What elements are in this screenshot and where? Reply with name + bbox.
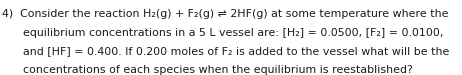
Text: and [HF] = 0.400. If 0.200 moles of F₂ is added to the vessel what will be the: and [HF] = 0.400. If 0.200 moles of F₂ i… (2, 46, 450, 56)
Text: equilibrium concentrations in a 5 L vessel are: [H₂] = 0.0500, [F₂] = 0.0100,: equilibrium concentrations in a 5 L vess… (2, 28, 444, 38)
Text: concentrations of each species when the equilibrium is reestablished?: concentrations of each species when the … (2, 65, 413, 75)
Text: 4)  Consider the reaction H₂(g) + F₂(g) ⇌ 2HF(g) at some temperature where the: 4) Consider the reaction H₂(g) + F₂(g) ⇌… (2, 9, 449, 19)
